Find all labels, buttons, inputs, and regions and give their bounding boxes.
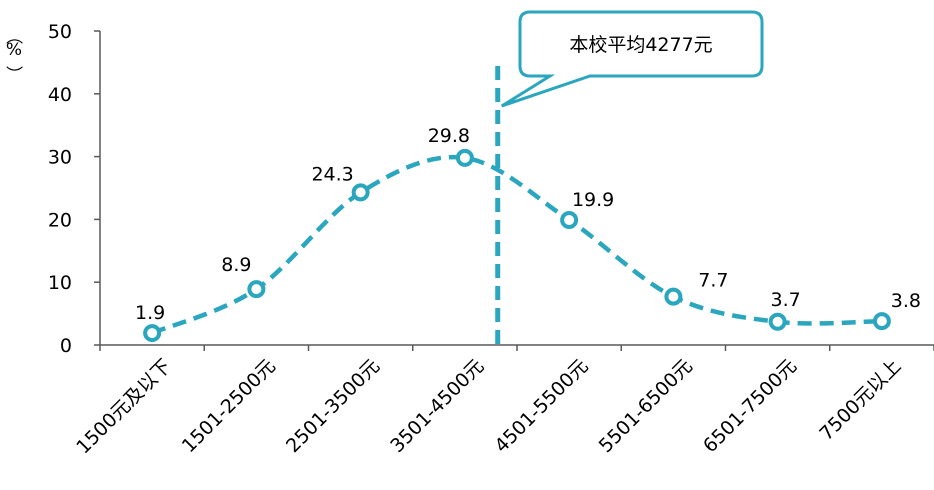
data-label: 19.9 bbox=[572, 189, 614, 211]
data-label: 24.3 bbox=[311, 163, 353, 185]
x-tick-label: 3501-4500元 bbox=[386, 355, 488, 457]
y-unit-percent: % bbox=[6, 40, 22, 60]
average-marker: 本校平均4277元 bbox=[495, 10, 764, 345]
x-tick-label: 5501-6500元 bbox=[595, 355, 697, 457]
data-point bbox=[455, 148, 474, 167]
x-tick-label: 2501-3500元 bbox=[282, 355, 384, 457]
data-label: 8.9 bbox=[221, 254, 251, 276]
y-tick-label: 0 bbox=[60, 335, 72, 357]
y-axis-unit: % （ ） bbox=[3, 28, 23, 83]
data-series: 1.9 8.9 24.3 29.8 19.9 7.7 3.7 3.8 bbox=[135, 125, 921, 343]
average-callout-text: 本校平均4277元 bbox=[569, 34, 712, 56]
data-point bbox=[247, 280, 266, 299]
data-label: 1.9 bbox=[135, 302, 165, 324]
data-labels: 1.9 8.9 24.3 29.8 19.9 7.7 3.7 3.8 bbox=[135, 125, 921, 324]
x-tick-labels: 1500元及以下 1501-2500元 2501-3500元 3501-4500元 45… bbox=[72, 355, 905, 458]
x-tick-label: 6501-7500元 bbox=[699, 355, 801, 457]
x-axis: 1500元及以下 1501-2500元 2501-3500元 3501-4500元 45… bbox=[72, 344, 934, 458]
x-ticks bbox=[99, 345, 934, 351]
y-unit-paren-close: ） bbox=[3, 66, 23, 83]
data-label: 29.8 bbox=[428, 125, 470, 147]
y-tick-label: 20 bbox=[48, 209, 72, 231]
data-label: 7.7 bbox=[698, 270, 728, 292]
y-tick-label: 50 bbox=[48, 21, 72, 43]
x-tick-label: 1500元及以下 bbox=[72, 355, 175, 458]
x-tick-label: 4501-5500元 bbox=[490, 355, 592, 457]
data-point bbox=[872, 312, 891, 331]
y-tick-label: 30 bbox=[48, 147, 72, 169]
y-unit-paren-open: （ bbox=[3, 28, 23, 45]
data-label: 3.8 bbox=[891, 290, 921, 312]
series-line bbox=[151, 154, 882, 336]
x-tick-label: 7500元以上 bbox=[815, 355, 905, 445]
data-point bbox=[351, 183, 370, 202]
y-tick-label: 10 bbox=[48, 272, 72, 294]
average-callout-box bbox=[500, 10, 764, 108]
y-tick-label: 40 bbox=[48, 84, 72, 106]
series-markers bbox=[143, 148, 891, 343]
data-point bbox=[768, 312, 787, 331]
y-axis: 0 10 20 30 40 50 bbox=[48, 21, 101, 357]
data-label: 3.7 bbox=[771, 289, 801, 311]
data-point bbox=[560, 211, 579, 230]
data-point bbox=[664, 287, 683, 306]
x-tick-label: 1501-2500元 bbox=[178, 355, 280, 457]
data-point bbox=[143, 324, 162, 343]
y-ticks: 0 10 20 30 40 50 bbox=[48, 21, 100, 357]
